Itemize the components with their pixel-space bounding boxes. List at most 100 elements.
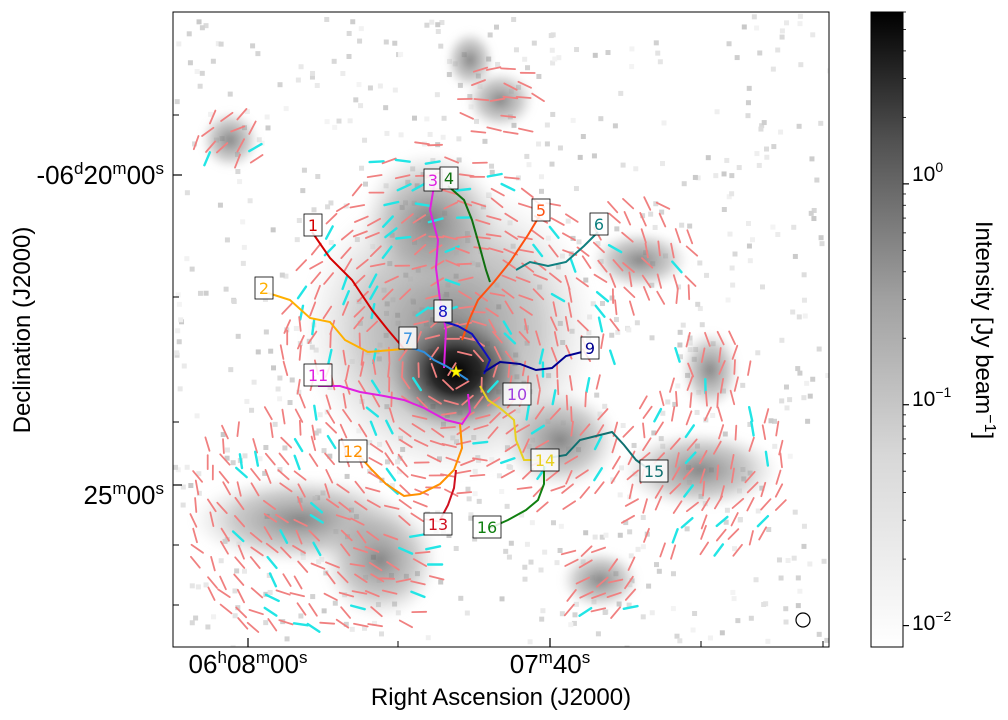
- noise-pixel: [797, 21, 803, 27]
- noise-pixel: [612, 123, 618, 129]
- noise-pixel: [277, 375, 283, 381]
- polarization-vector: [501, 274, 517, 282]
- noise-pixel: [599, 534, 605, 540]
- polarization-vector: [700, 347, 706, 364]
- polarization-vector: [502, 409, 516, 419]
- noise-pixel: [694, 409, 700, 415]
- noise-pixel: [772, 443, 778, 449]
- filament-label-box: [338, 439, 368, 463]
- polarization-vector: [590, 607, 607, 613]
- noise-pixel: [331, 58, 337, 64]
- polarization-vector: [383, 533, 399, 541]
- noise-pixel: [398, 132, 404, 138]
- noise-pixel: [785, 557, 791, 563]
- noise-pixel: [279, 272, 285, 278]
- polarization-vector: [308, 603, 318, 617]
- polarization-vector: [504, 230, 519, 240]
- noise-pixel: [609, 295, 615, 301]
- noise-pixel: [332, 124, 338, 130]
- polarization-vector: [658, 212, 667, 228]
- noise-pixel: [264, 114, 270, 120]
- polarization-vector: [319, 621, 336, 625]
- polarization-vector: [208, 109, 217, 125]
- polarization-vector: [400, 375, 411, 390]
- noise-pixel: [268, 348, 274, 354]
- polarization-vector: [263, 513, 278, 523]
- polarization-vector: [222, 481, 232, 496]
- noise-pixel: [396, 469, 402, 475]
- filament-label-box: [303, 363, 333, 387]
- polarization-vector: [488, 318, 497, 334]
- polarization-vector: [205, 140, 217, 153]
- polarization-vector: [335, 514, 352, 521]
- polarization-vector: [353, 215, 369, 223]
- polarization-vector: [486, 126, 502, 132]
- noise-pixel: [189, 620, 195, 626]
- noise-pixel: [203, 23, 209, 29]
- noise-pixel: [635, 546, 641, 552]
- polarization-vector: [283, 319, 292, 334]
- noise-pixel: [745, 100, 751, 106]
- polarization-vector: [523, 318, 529, 334]
- polarization-vector: [718, 347, 722, 363]
- filament-label-2: 2: [254, 276, 274, 300]
- polarization-vector: [312, 541, 322, 557]
- polarization-vector: [341, 301, 350, 316]
- polarization-vector: [189, 513, 198, 528]
- polarization-vector: [456, 425, 471, 436]
- polarization-vector: [344, 379, 351, 395]
- noise-pixel: [615, 329, 621, 335]
- noise-pixel: [729, 173, 735, 179]
- polarization-vector: [352, 230, 368, 238]
- colorbar-ticks: [903, 11, 909, 627]
- polarization-vector: [366, 499, 381, 509]
- noise-pixel: [730, 282, 736, 288]
- noise-pixel: [761, 601, 767, 607]
- polarization-vector: [674, 228, 682, 244]
- noise-pixel: [677, 638, 683, 644]
- polarization-vector: [564, 315, 570, 332]
- noise-pixel: [251, 379, 257, 385]
- polarization-vector: [296, 334, 305, 350]
- polarization-vector: [565, 213, 579, 223]
- polarization-vector: [564, 274, 571, 291]
- polarization-vector: [716, 330, 725, 346]
- polarization-vector: [323, 592, 338, 601]
- polarization-vector: [297, 560, 309, 573]
- noise-pixel: [811, 207, 817, 213]
- polarization-vector: [535, 330, 541, 346]
- polarization-vector: [597, 408, 609, 421]
- polarization-vector: [369, 262, 386, 268]
- noise-pixel: [796, 314, 802, 320]
- polarization-vector: [416, 396, 428, 409]
- noise-pixel: [309, 74, 315, 80]
- noise-pixel: [181, 363, 187, 369]
- noise-pixel: [595, 241, 601, 247]
- polarization-vector: [210, 556, 216, 572]
- polarization-vector: [518, 202, 534, 209]
- polarization-vector: [656, 273, 662, 289]
- polarization-vector: [322, 305, 333, 320]
- polarization-vector: [748, 406, 754, 423]
- colorbar-title: Intensity [Jy beam−1]: [970, 221, 998, 439]
- noise-pixel: [203, 582, 209, 588]
- polarization-vector: [430, 260, 445, 270]
- noise-pixel: [721, 206, 727, 212]
- polarization-vector: [699, 449, 708, 465]
- noise-pixel: [765, 638, 771, 644]
- polarization-vector: [607, 200, 619, 214]
- polarization-vector: [488, 247, 504, 254]
- polarization-vector: [381, 288, 394, 301]
- noise-pixel: [640, 515, 646, 521]
- noise-pixel: [272, 421, 278, 427]
- noise-pixel: [300, 188, 306, 194]
- y-tick-label-2: 25m00s: [83, 479, 164, 510]
- noise-pixel: [617, 492, 623, 498]
- polarization-vector: [486, 380, 499, 393]
- noise-pixel: [482, 138, 488, 144]
- noise-pixel: [704, 272, 710, 278]
- polarization-vector: [367, 623, 383, 628]
- noise-pixel: [746, 85, 752, 91]
- polarization-vector: [369, 245, 382, 258]
- polarization-vector: [263, 606, 278, 617]
